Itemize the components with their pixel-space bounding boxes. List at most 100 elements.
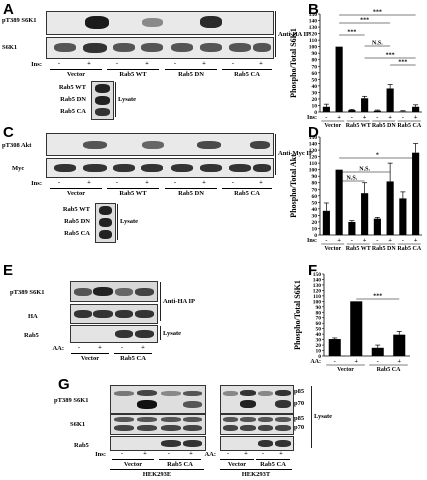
group-underline — [107, 188, 159, 189]
p70-label: p70 — [294, 400, 305, 407]
blot-g-e-phospho — [110, 385, 206, 414]
ins-label: Ins: — [31, 180, 42, 187]
y-tick-label: 150 — [309, 12, 318, 18]
bar — [373, 110, 381, 112]
group-label: Vector — [80, 355, 100, 362]
y-tick-label: 80 — [316, 310, 322, 316]
y-tick-label: 130 — [313, 283, 322, 289]
treat-minus: - — [226, 450, 230, 457]
y-tick-label: 60 — [312, 194, 318, 200]
treat-plus: + — [189, 450, 193, 457]
significance-label: N.S. — [359, 167, 370, 173]
row-label: HA — [28, 313, 38, 320]
y-tick-label: 70 — [312, 64, 318, 70]
group-underline — [165, 188, 217, 189]
bar — [399, 198, 407, 235]
row-label: S6K1 — [70, 421, 86, 428]
group-label: Vector — [227, 461, 247, 468]
blot-g-t-phospho — [220, 385, 294, 414]
treatment-sign: + — [414, 237, 418, 244]
treatment-sign: + — [388, 114, 392, 121]
y-tick-label: 20 — [316, 343, 322, 349]
group-label: Vector — [66, 190, 86, 197]
treat-minus: - — [115, 60, 119, 67]
treatment-sign: + — [397, 358, 401, 365]
group-label: Rab5 WT — [119, 190, 147, 197]
blot-e-rab5 — [70, 325, 158, 343]
y-tick-label: 90 — [316, 305, 322, 311]
cell-line-label: HEK293E — [142, 471, 172, 478]
y-tick-label: 140 — [313, 277, 322, 283]
p85-label: p85 — [294, 415, 305, 422]
group-label: Rab5 CA — [397, 123, 422, 129]
blot-a-phospho — [46, 11, 274, 35]
treatment-sign: - — [402, 114, 404, 121]
bar — [373, 218, 381, 235]
significance-label: *** — [373, 10, 382, 16]
y-tick-label: 90 — [312, 51, 318, 57]
treatment-sign: - — [377, 358, 379, 365]
y-tick-label: 110 — [313, 294, 321, 300]
y-tick-label: 50 — [312, 200, 318, 206]
treat-minus: - — [173, 60, 177, 67]
group-underline — [50, 188, 102, 189]
treat-plus: + — [259, 179, 263, 186]
group-underline — [71, 353, 109, 354]
group-label: Rab5 CA — [120, 355, 146, 362]
y-tick-label: 120 — [313, 288, 322, 294]
lysate-bracket — [159, 326, 161, 340]
y-tick-label: 120 — [309, 155, 318, 161]
treatment-sign: + — [388, 237, 392, 244]
panel-letter-c: C — [3, 124, 14, 141]
treatment-sign: - — [402, 237, 404, 244]
treatment-sign: + — [337, 114, 341, 121]
chart-f: Phospho/Total S6K1 0102030405060708090100… — [293, 272, 410, 373]
treat-plus: + — [279, 450, 283, 457]
ins-label: Ins: — [31, 61, 42, 68]
ip-label: Anti-HA IP — [278, 31, 310, 38]
y-tick-label: 0 — [318, 354, 321, 360]
y-tick-label: 30 — [312, 213, 318, 219]
group-label: Rab5 DN — [178, 71, 204, 78]
panel-letter-g: G — [58, 376, 70, 393]
y-tick-label: 100 — [309, 45, 318, 51]
y-tick-label: 10 — [312, 226, 318, 232]
lysate-row-label: Rab5 WT — [62, 206, 90, 213]
bar — [361, 193, 369, 235]
treatment-sign: - — [325, 114, 327, 121]
treat-minus: - — [231, 179, 235, 186]
bar — [348, 221, 356, 235]
treat-plus: + — [202, 60, 206, 67]
group-label: Rab5 DN — [372, 123, 397, 129]
treatment-sign: - — [376, 114, 378, 121]
treatment-label: Ins: — [307, 115, 317, 121]
blot-g-t-rab5 — [220, 436, 294, 451]
y-tick-label: 70 — [316, 316, 322, 322]
significance-label: N.S. — [372, 41, 383, 47]
group-underline — [114, 353, 152, 354]
treat-plus: + — [259, 60, 263, 67]
bar — [322, 210, 330, 235]
treat-minus: - — [57, 179, 61, 186]
lysate-label: Lysate — [163, 330, 182, 337]
y-axis-label: Phospho/Total S6K1 — [293, 280, 302, 350]
significance-label: *** — [373, 294, 382, 300]
treat-minus: - — [77, 344, 81, 351]
bar — [412, 152, 420, 235]
y-tick-label: 140 — [309, 142, 318, 148]
p70-label: p70 — [294, 424, 305, 431]
y-tick-label: 40 — [316, 332, 322, 338]
significance-label: *** — [386, 53, 395, 59]
y-tick-label: 110 — [309, 38, 317, 44]
group-underline — [222, 69, 272, 70]
row-label: Myc — [12, 165, 25, 172]
aa-label: AA: — [204, 451, 216, 458]
treatment-sign: + — [337, 237, 341, 244]
significance-label: N.S. — [347, 176, 358, 182]
blot-g-e-rab5 — [110, 436, 206, 451]
treat-plus: + — [202, 179, 206, 186]
bar — [322, 106, 330, 112]
treat-plus: + — [145, 179, 149, 186]
treat-plus: + — [143, 450, 147, 457]
treatment-sign: + — [414, 114, 418, 121]
